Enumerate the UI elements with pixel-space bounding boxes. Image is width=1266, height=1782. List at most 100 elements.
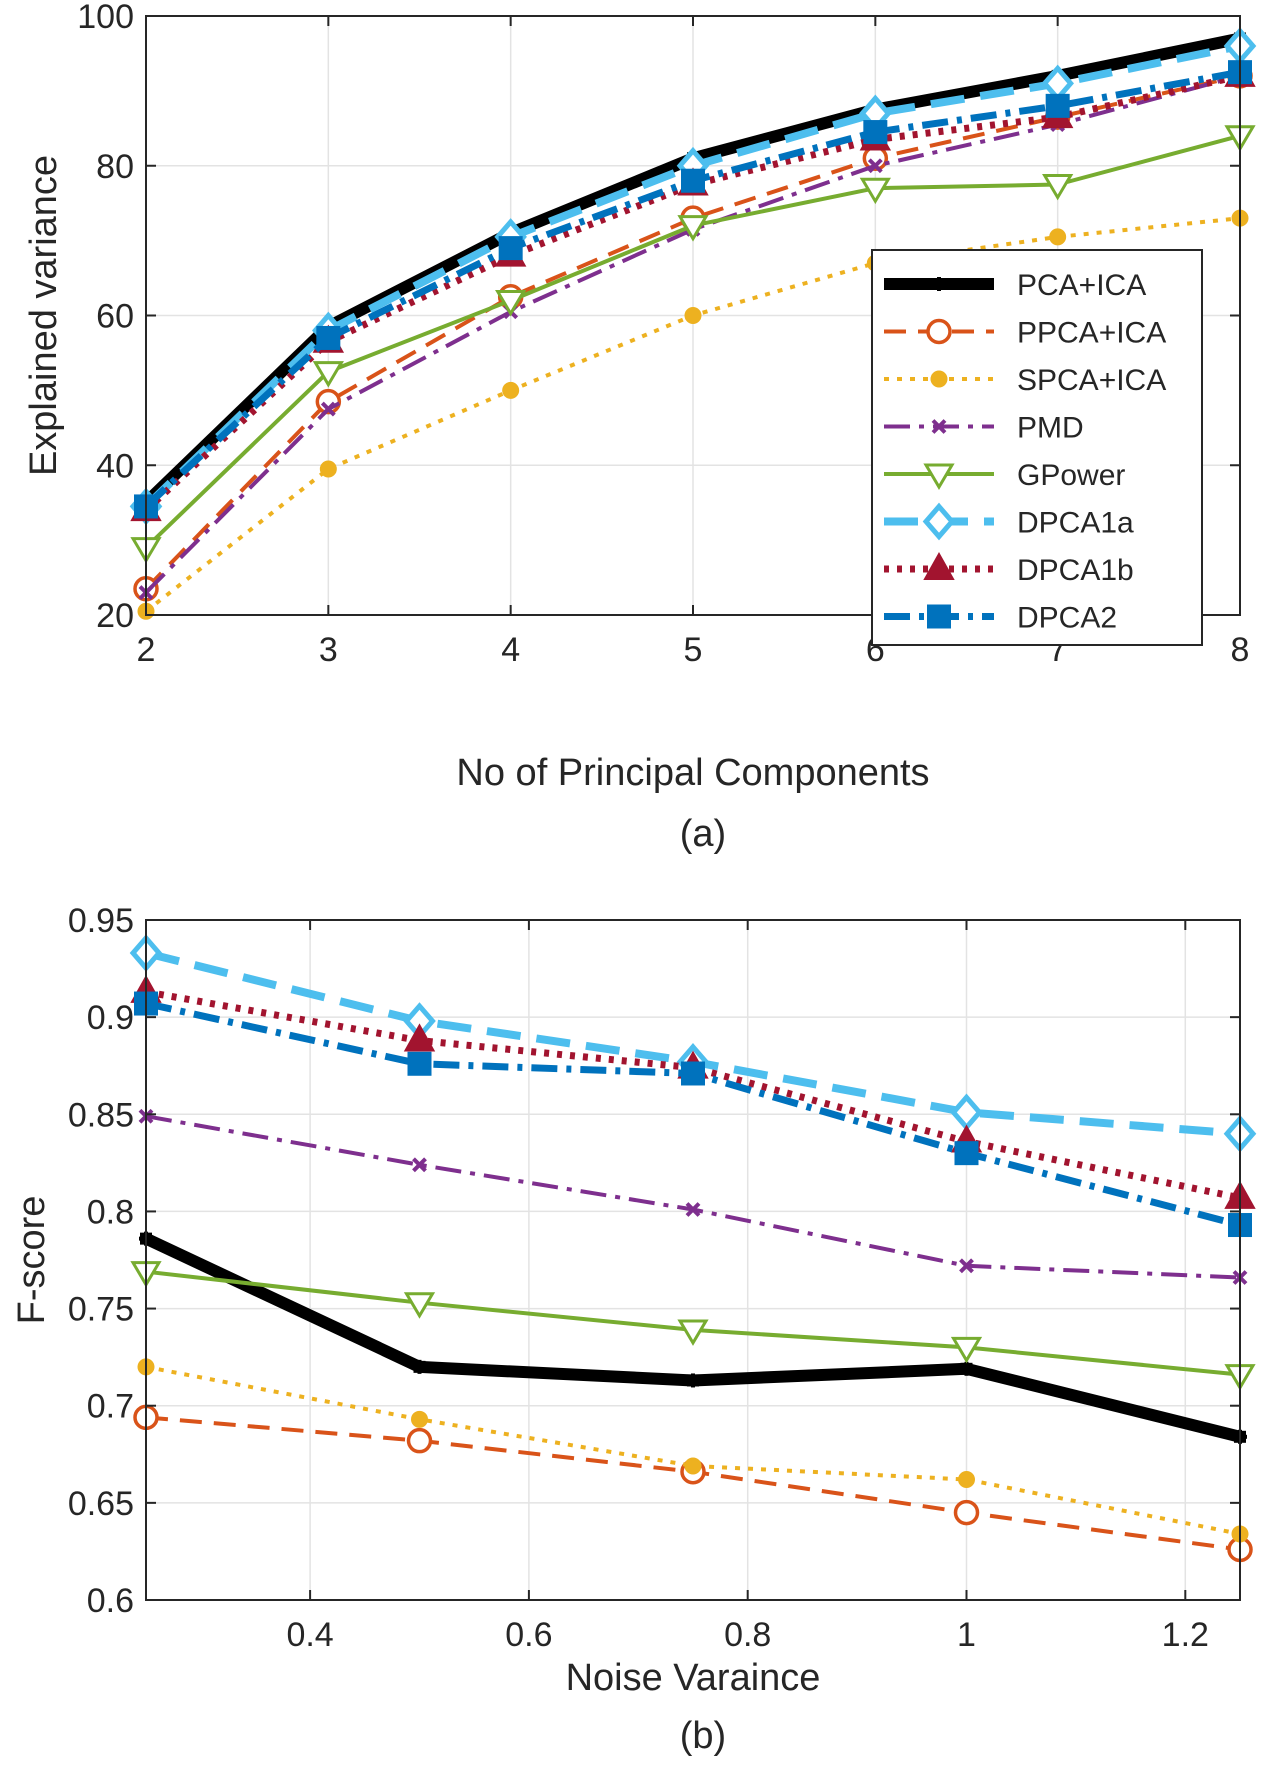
axes-box (145, 919, 1241, 1601)
y-axis-label: Explained variance (23, 155, 65, 476)
data-point (320, 401, 336, 417)
x-tick-label: 1 (957, 1616, 976, 1654)
data-point (412, 1157, 427, 1173)
y-tick-label: 0.95 (68, 902, 134, 940)
legend-item: PCA+ICA (884, 269, 1146, 302)
x-tick-label: 0.4 (286, 1616, 333, 1654)
data-point (1045, 93, 1070, 118)
x-tick-label: 1.2 (1162, 1616, 1209, 1654)
data-point (950, 1336, 983, 1364)
data-point (411, 1410, 428, 1428)
y-tick-label: 0.6 (87, 1582, 134, 1620)
legend-label: DPCA2 (1017, 602, 1117, 635)
plot-area (146, 920, 1240, 1600)
data-point (867, 158, 883, 174)
y-tick-label: 0.7 (87, 1388, 134, 1426)
x-tick-label: 0.8 (724, 1616, 771, 1654)
legend-item: PPCA+ICA (884, 317, 1166, 350)
y-tick-label: 100 (77, 0, 134, 36)
data-point (959, 1258, 974, 1274)
data-point (502, 381, 520, 399)
data-point (863, 120, 888, 145)
data-point (495, 290, 527, 317)
legend-marker (922, 502, 956, 541)
y-tick-label: 60 (96, 298, 134, 336)
legend-label: SPCA+ICA (1017, 364, 1166, 397)
legend-label: DPCA1a (1017, 507, 1134, 540)
data-point (403, 1023, 436, 1052)
x-axis-label: Noise Varaince (566, 1657, 821, 1699)
legend-label: PCA+ICA (1017, 269, 1146, 302)
legend-item: DPCA1a (884, 502, 1134, 541)
data-point (1049, 228, 1067, 246)
x-tick-label: 0.6 (505, 1616, 552, 1654)
x-tick-label: 2 (137, 631, 156, 669)
series-gpower (130, 1261, 1256, 1391)
data-point (403, 1292, 436, 1319)
legend-label: PMD (1017, 412, 1084, 445)
x-tick-label: 8 (1231, 631, 1250, 669)
y-tick-label: 0.8 (87, 1193, 134, 1231)
ticks: 0.4 0.6 0.8 1 1.2 0.6 0.65 0.7 0.75 0.8 0.85 0.9 0.9… (68, 902, 1240, 1654)
data-point (859, 177, 891, 205)
y-tick-label: 0.85 (68, 1096, 134, 1134)
y-axis-label: F-score (11, 1196, 53, 1325)
y-tick-label: 40 (96, 447, 134, 485)
legend-label: PPCA+ICA (1017, 317, 1166, 350)
series-dpca2 (134, 991, 1252, 1238)
panel-caption: (b) (680, 1715, 726, 1757)
legend-item: SPCA+ICA (884, 364, 1166, 397)
data-point (953, 1499, 980, 1526)
legend-item: GPower (884, 459, 1125, 492)
series-line (145, 988, 1241, 1202)
legend-marker (923, 551, 955, 580)
x-axis-label: No of Principal Components (456, 752, 929, 794)
legend-label: DPCA1b (1017, 554, 1134, 587)
data-point (677, 215, 709, 242)
data-point (681, 1061, 705, 1086)
data-point (412, 1359, 427, 1374)
y-tick-label: 20 (96, 597, 134, 635)
y-tick-label: 0.9 (87, 999, 134, 1037)
legend-marker (927, 604, 951, 629)
x-tick-label: 3 (319, 631, 338, 669)
legend-marker (923, 463, 955, 490)
legend-marker (931, 419, 947, 434)
series-gpower (130, 125, 1256, 564)
legend: PCA+ICA PPCA+ICA SPCA+ICA PMD GPower DPCA1a DP… (871, 249, 1203, 646)
data-point (312, 361, 344, 388)
data-point (681, 168, 705, 193)
y-tick-label: 80 (96, 148, 134, 186)
chart-panel-b: 0.4 0.6 0.8 1 1.2 0.6 0.65 0.7 0.75 0.8 0.85 0.9 0.9… (11, 902, 1257, 1757)
data-point (498, 236, 523, 261)
legend-marker (930, 370, 948, 388)
data-point (684, 1457, 702, 1475)
x-tick-label: 5 (684, 631, 703, 669)
series-line (145, 1364, 1241, 1536)
y-tick-label: 0.75 (68, 1291, 134, 1329)
legend-label: GPower (1017, 459, 1125, 492)
data-point (954, 1141, 979, 1166)
legend-marker (926, 318, 952, 345)
legend-marker (932, 277, 946, 291)
data-point (677, 1319, 709, 1346)
data-point (319, 460, 337, 478)
x-tick-label: 4 (501, 631, 520, 669)
data-point (407, 1051, 432, 1076)
panel-caption: (a) (680, 813, 726, 855)
data-point (686, 1373, 700, 1388)
y-tick-label: 0.65 (68, 1485, 134, 1523)
legend-item: DPCA1b (884, 551, 1134, 587)
legend-item: PMD (884, 412, 1084, 445)
data-point (406, 1427, 433, 1454)
data-point (1042, 173, 1074, 201)
data-point (685, 1202, 701, 1217)
data-point (958, 1471, 975, 1489)
legend-item: DPCA2 (884, 602, 1117, 635)
data-point (684, 307, 702, 324)
data-point (959, 1361, 974, 1376)
